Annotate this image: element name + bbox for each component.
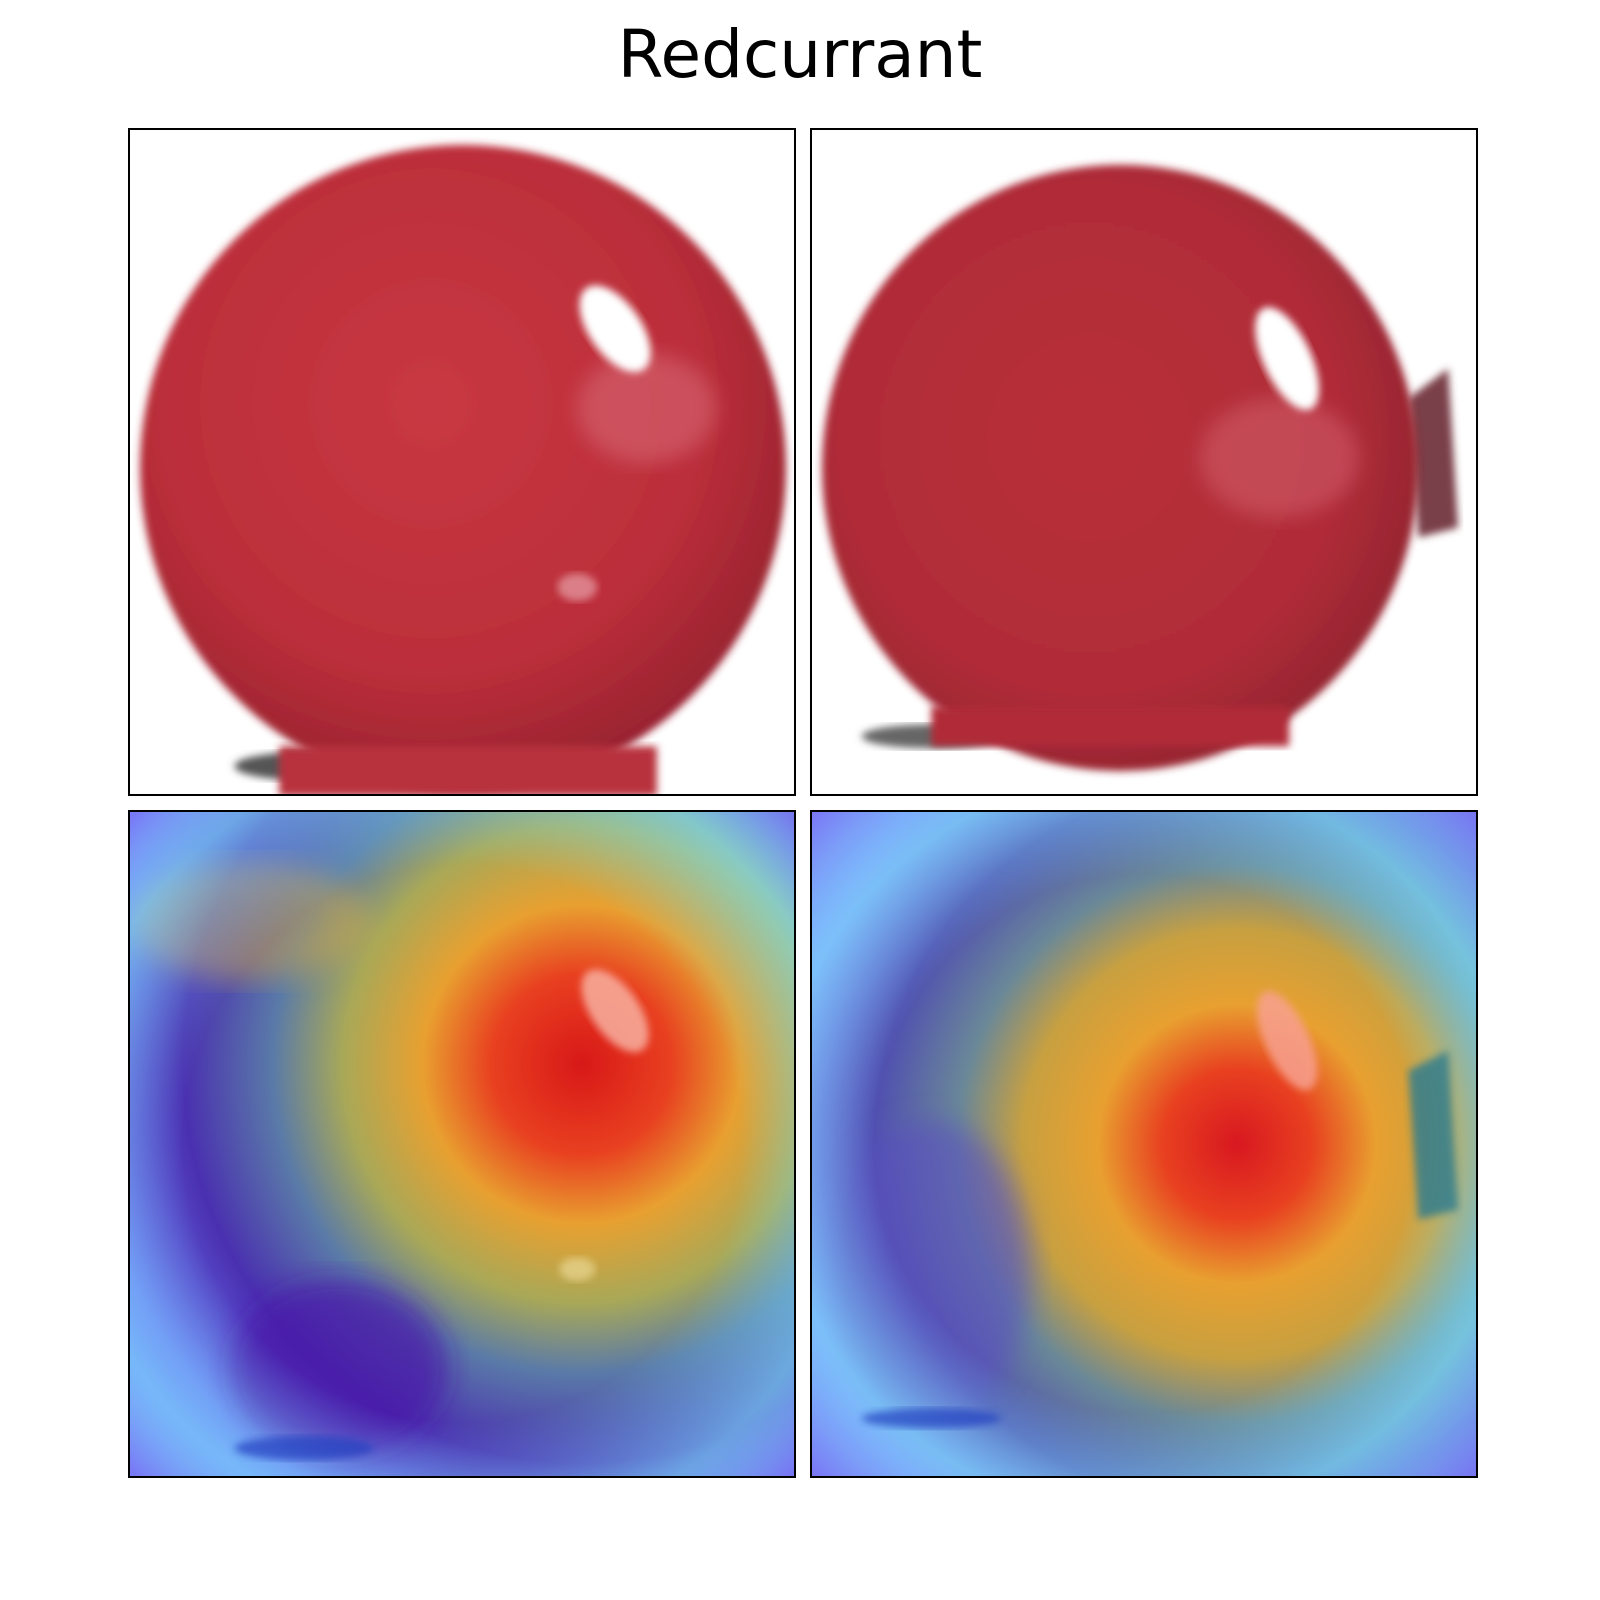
original-image-2 <box>810 128 1478 796</box>
figure-title: Redcurrant <box>617 16 983 93</box>
heatmap-1 <box>130 812 794 1476</box>
heatmap-2 <box>812 812 1476 1476</box>
berry-photo-2 <box>812 130 1476 794</box>
original-image-1 <box>128 128 796 796</box>
heatmap-overlay-1 <box>128 810 796 1478</box>
heatmap-overlay-2 <box>810 810 1478 1478</box>
berry-photo-1 <box>130 130 794 794</box>
